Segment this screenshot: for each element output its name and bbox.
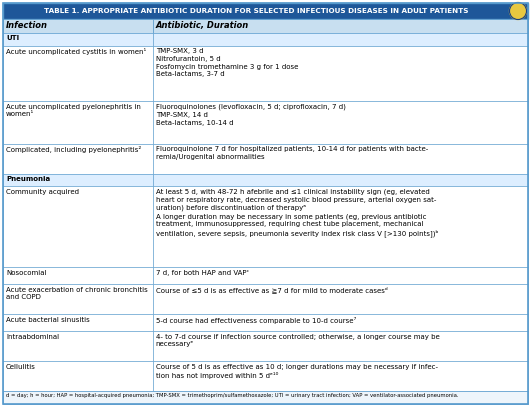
Text: 7 d, for both HAP and VAPᶜ: 7 d, for both HAP and VAPᶜ <box>156 269 249 276</box>
Bar <box>3 267 152 284</box>
Bar <box>3 391 528 404</box>
Text: Antibiotic, Duration: Antibiotic, Duration <box>156 21 249 30</box>
Text: Complicated, including pyelonephritis²: Complicated, including pyelonephritis² <box>6 146 141 153</box>
Text: d = day; h = hour; HAP = hospital-acquired pneumonia; TMP-SMX = trimethoprim/sul: d = day; h = hour; HAP = hospital-acquir… <box>6 393 458 398</box>
Bar <box>152 331 528 361</box>
Bar <box>3 186 152 267</box>
Bar <box>3 284 152 314</box>
Bar <box>3 173 152 186</box>
Bar <box>3 361 152 391</box>
Bar <box>3 314 152 331</box>
Text: At least 5 d, with 48-72 h afebrile and ≤1 clinical instability sign (eg, elevat: At least 5 d, with 48-72 h afebrile and … <box>156 189 438 237</box>
Bar <box>152 284 528 314</box>
Text: Acute uncomplicated cystitis in women¹: Acute uncomplicated cystitis in women¹ <box>6 48 146 55</box>
Text: Pneumonia: Pneumonia <box>6 176 50 182</box>
Text: Fluoroquinolones (levofloxacin, 5 d; ciprofloxacin, 7 d)
TMP-SMX, 14 d
Beta-lact: Fluoroquinolones (levofloxacin, 5 d; cip… <box>156 103 346 125</box>
Text: Acute bacterial sinusitis: Acute bacterial sinusitis <box>6 317 90 323</box>
Text: UTI: UTI <box>6 35 19 42</box>
Bar <box>152 267 528 284</box>
Bar <box>152 46 528 101</box>
Bar <box>3 144 152 173</box>
Text: TMP-SMX, 3 d
Nitrofurantoin, 5 d
Fosfomycin tromethamine 3 g for 1 dose
Beta-lac: TMP-SMX, 3 d Nitrofurantoin, 5 d Fosfomy… <box>156 48 298 77</box>
Text: Acute exacerbation of chronic bronchitis
and COPD: Acute exacerbation of chronic bronchitis… <box>6 287 148 300</box>
Bar <box>3 19 152 33</box>
Text: Community acquired: Community acquired <box>6 189 79 195</box>
Text: Nosocomial: Nosocomial <box>6 269 47 276</box>
Bar <box>152 173 528 186</box>
Bar <box>152 101 528 144</box>
Text: Cellulitis: Cellulitis <box>6 363 36 370</box>
Bar <box>3 3 528 19</box>
Text: Acute uncomplicated pyelonephritis in
women¹: Acute uncomplicated pyelonephritis in wo… <box>6 103 141 117</box>
Bar <box>152 186 528 267</box>
Bar <box>152 33 528 46</box>
Bar <box>3 46 152 101</box>
Bar <box>3 331 152 361</box>
Text: Course of 5 d is as effective as 10 d; longer durations may be necessary if infe: Course of 5 d is as effective as 10 d; l… <box>156 363 438 379</box>
Text: TABLE 1. APPROPRIATE ANTIBIOTIC DURATION FOR SELECTED INFECTIOUS DISEASES IN ADU: TABLE 1. APPROPRIATE ANTIBIOTIC DURATION… <box>44 8 469 14</box>
Text: 4- to 7-d course if infection source controlled; otherwise, a longer course may : 4- to 7-d course if infection source con… <box>156 334 439 348</box>
Text: Intraabdominal: Intraabdominal <box>6 334 59 340</box>
Bar <box>152 144 528 173</box>
Text: Fluoroquinolone 7 d for hospitalized patients, 10-14 d for patients with bacte-
: Fluoroquinolone 7 d for hospitalized pat… <box>156 146 428 160</box>
Bar <box>3 33 152 46</box>
Text: Infection: Infection <box>6 21 48 30</box>
Bar <box>152 19 528 33</box>
Text: Course of ≤5 d is as effective as ≧7 d for mild to moderate casesᵈ: Course of ≤5 d is as effective as ≧7 d f… <box>156 287 388 293</box>
Text: 5-d course had effectiveness comparable to 10-d course⁷: 5-d course had effectiveness comparable … <box>156 317 356 324</box>
Text: i: i <box>516 6 520 16</box>
Bar <box>152 361 528 391</box>
Bar <box>152 314 528 331</box>
Circle shape <box>510 2 527 20</box>
Bar <box>3 101 152 144</box>
